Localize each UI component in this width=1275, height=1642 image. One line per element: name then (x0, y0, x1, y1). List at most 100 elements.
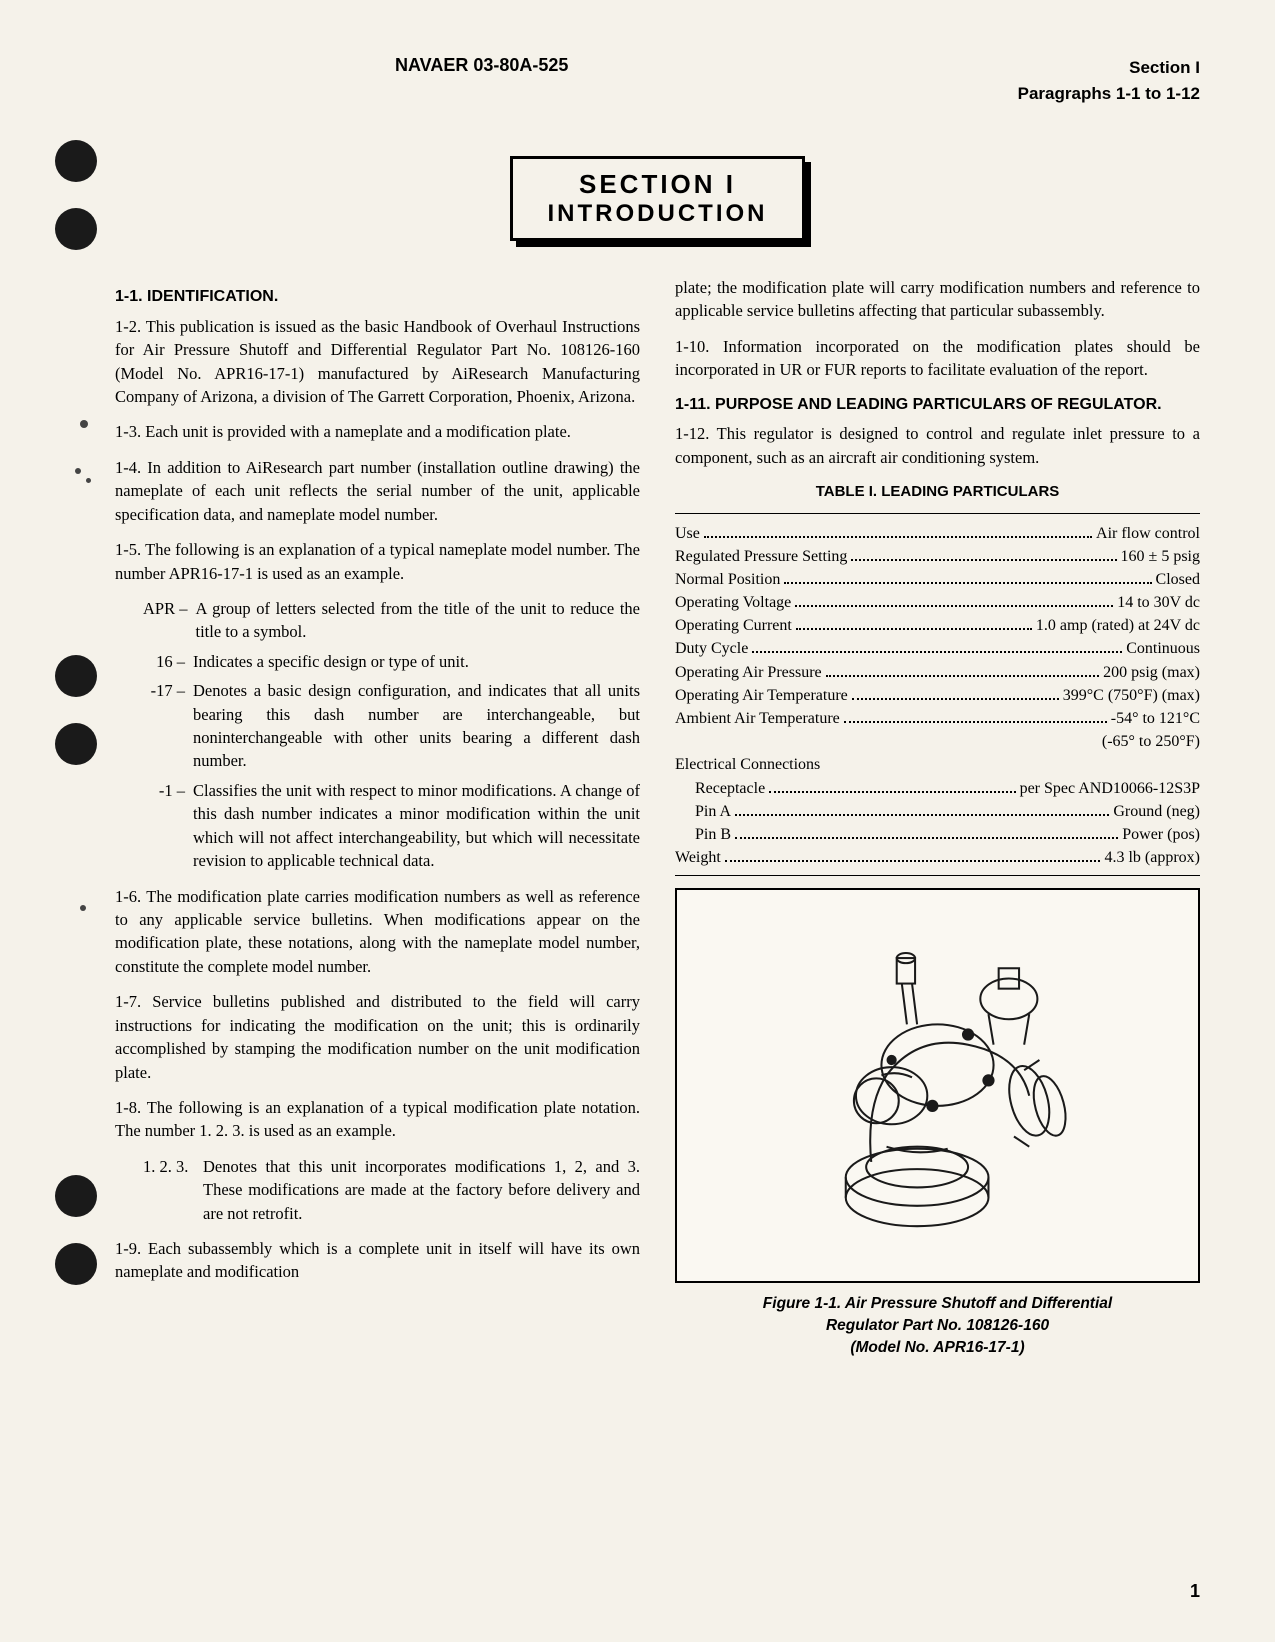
para-1-8: 1-8. The following is an explanation of … (115, 1096, 640, 1143)
item-label: -1 – (143, 779, 193, 873)
spec-dots (752, 651, 1122, 653)
content-columns: 1-1. IDENTIFICATION. 1-2. This publicati… (115, 276, 1200, 1358)
para-1-9: 1-9. Each subassembly which is a complet… (115, 1237, 640, 1284)
spec-value: Air flow control (1096, 522, 1200, 545)
section-title-box: SECTION I INTRODUCTION (510, 156, 806, 241)
item-label: -17 – (143, 679, 193, 773)
left-column: 1-1. IDENTIFICATION. 1-2. This publicati… (115, 276, 640, 1358)
spec-label: Duty Cycle (675, 637, 748, 660)
item-text: Denotes a basic design configuration, an… (193, 679, 640, 773)
page-header: NAVAER 03-80A-525 Section I Paragraphs 1… (115, 55, 1200, 106)
spec-value: 14 to 30V dc (1117, 591, 1200, 614)
list-item: -1 – Classifies the unit with respect to… (143, 779, 640, 873)
spec-value: per Spec AND10066-12S3P (1020, 777, 1200, 800)
spec-dots (795, 605, 1113, 607)
binder-hole (55, 1243, 97, 1285)
section-label: Section I (1018, 55, 1200, 81)
para-1-12: 1-12. This regulator is designed to cont… (675, 422, 1200, 469)
specs-table: Use Air flow control Regulated Pressure … (675, 522, 1200, 870)
spec-row: Receptacle per Spec AND10066-12S3P (675, 777, 1200, 800)
spec-value: 1.0 amp (rated) at 24V dc (1036, 614, 1200, 637)
binder-hole (55, 723, 97, 765)
spec-label: Operating Air Temperature (675, 684, 848, 707)
para-1-4: 1-4. In addition to AiResearch part numb… (115, 456, 640, 526)
spec-dots (735, 814, 1109, 816)
para-1-3: 1-3. Each unit is provided with a namepl… (115, 420, 640, 443)
item-text: Denotes that this unit incorporates modi… (203, 1155, 640, 1225)
table-title: TABLE I. LEADING PARTICULARS (675, 481, 1200, 502)
table-rule (675, 875, 1200, 876)
table-rule (675, 513, 1200, 514)
figure-caption-line3: (Model No. APR16-17-1) (675, 1337, 1200, 1359)
figure-caption-line1: Figure 1-1. Air Pressure Shutoff and Dif… (675, 1293, 1200, 1315)
page-number: 1 (1190, 1581, 1200, 1602)
spec-label: Receptacle (695, 777, 765, 800)
spec-value: Ground (neg) (1113, 800, 1200, 823)
figure-caption: Figure 1-1. Air Pressure Shutoff and Dif… (675, 1293, 1200, 1358)
para-1-7: 1-7. Service bulletins published and dis… (115, 990, 640, 1084)
spec-label: Normal Position (675, 568, 780, 591)
spec-row: Normal Position Closed (675, 568, 1200, 591)
section-title-line1: SECTION I (548, 169, 768, 200)
page-mark (75, 468, 81, 474)
item-text: A group of letters selected from the tit… (195, 597, 640, 644)
spec-row: Electrical Connections (675, 753, 1200, 776)
mod-list: 1. 2. 3. Denotes that this unit incorpor… (115, 1155, 640, 1225)
spec-label: Pin A (695, 800, 731, 823)
item-label: 16 – (143, 650, 193, 673)
spec-label: Operating Air Pressure (675, 661, 822, 684)
spec-dots (844, 721, 1107, 723)
spec-label: Pin B (695, 823, 731, 846)
spec-dots (826, 675, 1099, 677)
spec-row: Operating Air Pressure 200 psig (max) (675, 661, 1200, 684)
para-1-2: 1-2. This publication is issued as the b… (115, 315, 640, 409)
spec-value: 200 psig (max) (1103, 661, 1200, 684)
spec-dots (852, 698, 1059, 700)
page-mark (86, 478, 91, 483)
item-label: APR – (143, 597, 195, 644)
binder-hole (55, 140, 97, 182)
spec-value: Closed (1156, 568, 1200, 591)
spec-label: Regulated Pressure Setting (675, 545, 847, 568)
item-label: 1. 2. 3. (143, 1155, 203, 1225)
spec-value: Power (pos) (1122, 823, 1200, 846)
spec-row: Operating Voltage 14 to 30V dc (675, 591, 1200, 614)
list-item: APR – A group of letters selected from t… (143, 597, 640, 644)
spec-label: Ambient Air Temperature (675, 707, 840, 730)
spec-row: Use Air flow control (675, 522, 1200, 545)
para-1-10: 1-10. Information incorporated on the mo… (675, 335, 1200, 382)
spec-dots (735, 837, 1118, 839)
spec-value: 160 ± 5 psig (1121, 545, 1200, 568)
right-column: plate; the modification plate will carry… (675, 276, 1200, 1358)
list-item: 16 – Indicates a specific design or type… (143, 650, 640, 673)
para-1-6: 1-6. The modification plate carries modi… (115, 885, 640, 979)
spec-value: Continuous (1126, 637, 1200, 660)
binder-hole (55, 1175, 97, 1217)
spec-label: Use (675, 522, 700, 545)
header-right: Section I Paragraphs 1-1 to 1-12 (1018, 55, 1200, 106)
spec-value: 399°C (750°F) (max) (1063, 684, 1200, 707)
spec-row-cont: (-65° to 250°F) (675, 730, 1200, 753)
binder-hole (55, 655, 97, 697)
figure-box (675, 888, 1200, 1283)
list-item: -17 – Denotes a basic design configurati… (143, 679, 640, 773)
spec-row: Operating Current 1.0 amp (rated) at 24V… (675, 614, 1200, 637)
page-mark (80, 905, 86, 911)
figure-caption-line2: Regulator Part No. 108126-160 (675, 1315, 1200, 1337)
spec-dots (784, 582, 1151, 584)
spec-row: Pin A Ground (neg) (675, 800, 1200, 823)
spec-dots (725, 860, 1101, 862)
spec-row: Operating Air Temperature 399°C (750°F) … (675, 684, 1200, 707)
heading-1-11: 1-11. PURPOSE AND LEADING PARTICULARS OF… (675, 394, 1200, 417)
spec-label: Operating Current (675, 614, 792, 637)
model-number-list: APR – A group of letters selected from t… (115, 597, 640, 873)
spec-row: Weight 4.3 lb (approx) (675, 846, 1200, 869)
spec-value: 4.3 lb (approx) (1104, 846, 1200, 869)
spec-dots (704, 536, 1092, 538)
spec-row: Ambient Air Temperature -54° to 121°C (675, 707, 1200, 730)
list-item: 1. 2. 3. Denotes that this unit incorpor… (143, 1155, 640, 1225)
page-mark (80, 420, 88, 428)
para-1-9-cont: plate; the modification plate will carry… (675, 276, 1200, 323)
heading-1-1: 1-1. IDENTIFICATION. (115, 286, 640, 309)
item-text: Indicates a specific design or type of u… (193, 650, 640, 673)
